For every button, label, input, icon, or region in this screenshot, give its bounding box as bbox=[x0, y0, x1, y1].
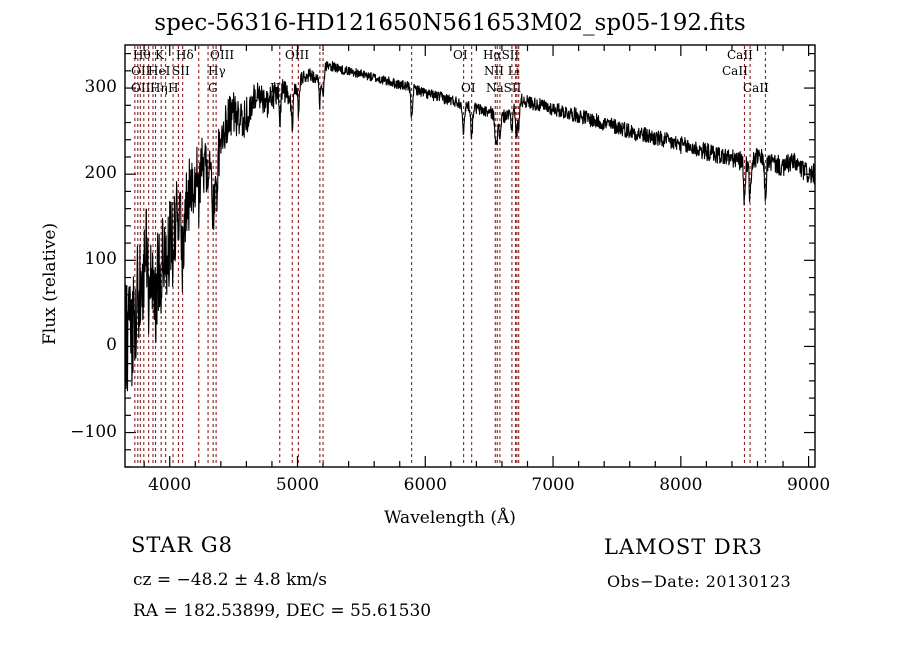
x-tick-label: 9000 bbox=[786, 475, 831, 495]
y-tick-label: 100 bbox=[84, 249, 117, 270]
spectral-line-label: NaSII bbox=[486, 81, 522, 95]
spectral-line-label: G bbox=[208, 81, 218, 95]
obs-date-text: Obs−Date: 20130123 bbox=[607, 572, 792, 591]
spectral-line-label: OII bbox=[131, 81, 151, 95]
spectral-line-label: OI bbox=[461, 81, 476, 95]
spectral-line-label: CaII bbox=[727, 48, 753, 62]
spectral-line-label: OIII bbox=[285, 48, 310, 62]
redshift-text: cz = −48.2 ± 4.8 km/s bbox=[133, 570, 327, 590]
spectral-line-label: Hδ bbox=[176, 48, 194, 62]
coordinates-text: RA = 182.53899, DEC = 55.61530 bbox=[133, 601, 432, 621]
spectral-line-label: Hη bbox=[150, 81, 168, 95]
spectral-line-label: Hθ bbox=[133, 48, 151, 62]
spectral-line-label: CaII bbox=[743, 81, 769, 95]
x-tick-label: 7000 bbox=[531, 475, 575, 495]
survey-name-text: LAMOST DR3 bbox=[604, 535, 763, 559]
spectral-line-label: Hβ bbox=[270, 81, 288, 95]
x-tick-label: 5000 bbox=[275, 475, 320, 495]
spectral-line-label: OIII bbox=[210, 48, 235, 62]
x-tick-label: 6000 bbox=[403, 475, 447, 495]
spectral-line-label: HαSII bbox=[483, 48, 520, 62]
y-axis-title: Flux (relative) bbox=[40, 222, 60, 345]
spectral-line-label: OI bbox=[453, 48, 468, 62]
star-class-text: STAR G8 bbox=[131, 533, 234, 557]
spectral-line-label: NII Li bbox=[484, 64, 520, 78]
x-axis-title: Wavelength (Å) bbox=[384, 508, 516, 528]
spectral-line-label: HeI bbox=[148, 64, 171, 78]
spectral-line-label: Hγ bbox=[208, 64, 226, 78]
y-tick-label: 200 bbox=[84, 163, 117, 184]
spectral-line-label: OII bbox=[131, 64, 151, 78]
spectral-line-label: CaII bbox=[722, 64, 748, 78]
page-title: spec-56316-HD121650N561653M02_sp05-192.f… bbox=[154, 10, 746, 36]
spectral-line-label: K bbox=[155, 48, 164, 62]
spectral-line-label: H bbox=[168, 81, 179, 95]
spectral-line-label: SII bbox=[172, 64, 190, 78]
y-tick-label: 0 bbox=[106, 335, 117, 356]
y-tick-label: 300 bbox=[84, 77, 117, 98]
y-tick-label: −100 bbox=[70, 421, 117, 442]
x-tick-label: 8000 bbox=[659, 475, 703, 495]
x-tick-label: 4000 bbox=[148, 475, 192, 495]
